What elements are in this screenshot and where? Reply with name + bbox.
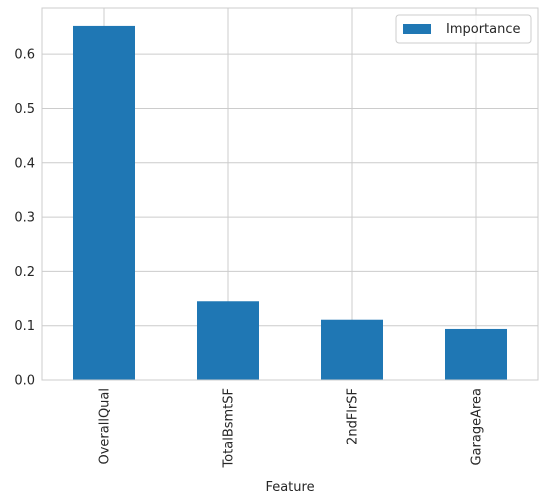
x-tick-labels: OverallQual TotalBsmtSF 2ndFlrSF GarageArea [98, 388, 485, 469]
y-tick-label: 0.5 [14, 102, 35, 117]
bar-totalbsmtsf [197, 301, 259, 380]
plot-frame [41, 7, 539, 381]
x-tick-label: 2ndFlrSF [346, 388, 361, 445]
x-tick-label: OverallQual [98, 388, 113, 465]
legend: Importance [395, 14, 532, 44]
x-axis-title: Feature [265, 480, 314, 495]
legend-swatch [403, 24, 431, 34]
legend-label: Importance [446, 22, 521, 37]
y-tick-label: 0.3 [14, 211, 35, 226]
y-tick-labels: 0.0 0.1 0.2 0.3 0.4 0.5 0.6 [14, 48, 35, 389]
legend-box [395, 14, 532, 44]
y-tick-label: 0.2 [14, 265, 35, 280]
bar-overallqual [73, 25, 135, 380]
bar-2ndflrsf [321, 319, 383, 380]
bars [73, 25, 507, 380]
y-tick-label: 0.0 [14, 374, 35, 389]
bar-garagearea [445, 328, 507, 380]
y-tick-label: 0.4 [14, 156, 35, 171]
y-tick-label: 0.6 [14, 48, 35, 63]
x-tick-label: GarageArea [470, 388, 485, 466]
x-tick-label: TotalBsmtSF [222, 388, 237, 469]
y-tick-label: 0.1 [14, 319, 35, 334]
